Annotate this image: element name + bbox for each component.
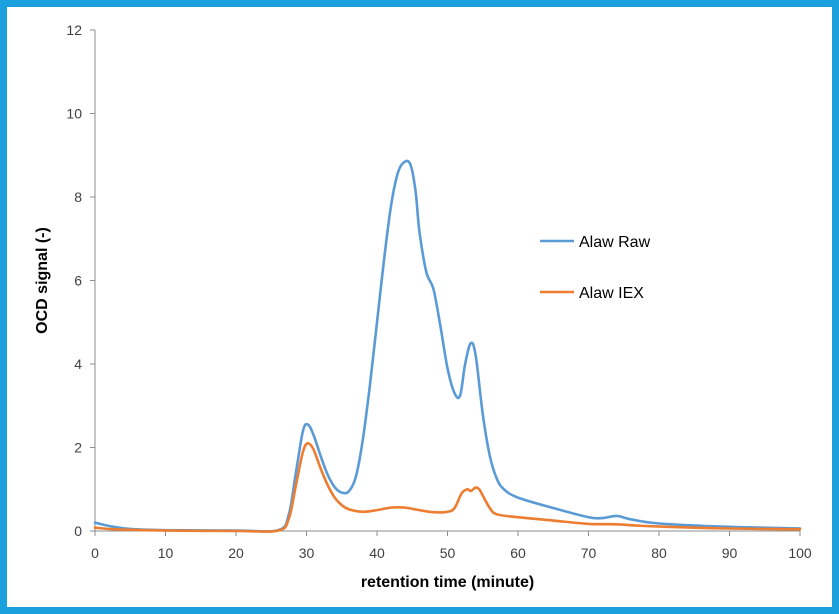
x-tick-label: 80 (651, 545, 667, 561)
series-line-alaw-iex (93, 442, 802, 533)
x-axis-ticks: 0 10 20 30 40 50 60 70 80 90 100 (91, 531, 812, 561)
x-tick-label: 50 (440, 545, 456, 561)
x-tick-label: 30 (299, 545, 315, 561)
x-tick-label: 10 (158, 545, 174, 561)
x-tick-label: 20 (228, 545, 244, 561)
y-tick-label: 6 (74, 273, 82, 289)
series-layer (93, 159, 802, 533)
y-axis-ticks: 0 2 4 6 8 10 12 (66, 22, 95, 539)
x-axis-title: retention time (minute) (361, 574, 534, 591)
x-tick-label: 40 (369, 545, 385, 561)
legend-label-alaw-raw: Alaw Raw (579, 234, 651, 251)
y-axis-title: OCD signal (-) (34, 227, 51, 334)
x-tick-label: 0 (91, 545, 99, 561)
x-tick-label: 60 (510, 545, 526, 561)
y-tick-label: 8 (74, 189, 82, 205)
y-tick-label: 10 (66, 106, 82, 122)
x-tick-label: 90 (722, 545, 738, 561)
x-tick-label: 100 (788, 545, 812, 561)
legend: Alaw Raw Alaw IEX (540, 234, 651, 302)
x-tick-label: 70 (581, 545, 597, 561)
series-line-alaw-raw (93, 159, 802, 533)
y-tick-label: 2 (74, 440, 82, 456)
y-tick-label: 12 (66, 22, 82, 38)
y-tick-label: 4 (74, 356, 82, 372)
y-tick-label: 0 (74, 523, 82, 539)
legend-label-alaw-iex: Alaw IEX (579, 285, 644, 302)
